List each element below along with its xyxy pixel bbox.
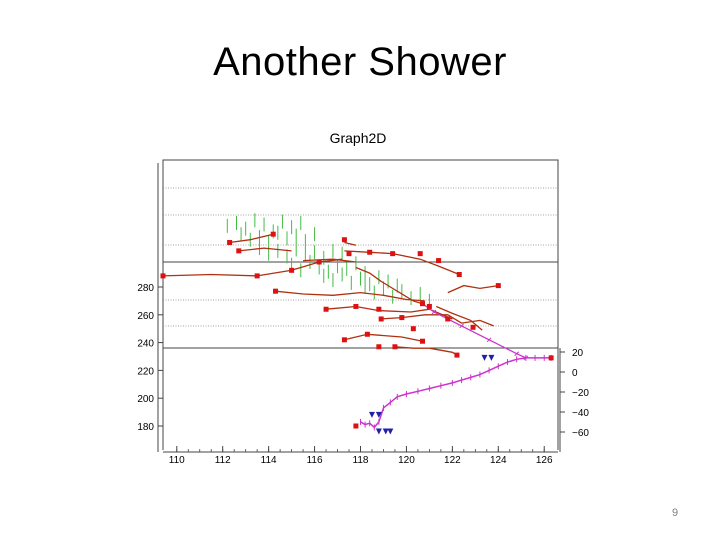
y-tick-label: 180 <box>137 422 154 433</box>
x-tick-label: 114 <box>261 455 277 466</box>
secondary-track <box>275 290 425 302</box>
primary-track <box>360 301 552 431</box>
hit-marker <box>227 240 233 246</box>
x-tick-label: 122 <box>444 455 461 466</box>
x-tick-label: 116 <box>307 455 323 466</box>
endpoint-hit-marker <box>548 355 554 361</box>
hit-marker <box>390 251 396 257</box>
hit-markers <box>160 231 554 435</box>
hit-marker <box>392 344 398 350</box>
hit-marker <box>341 237 347 243</box>
hit-marker <box>270 231 276 237</box>
hit-marker <box>160 273 166 279</box>
endpoint-hit-marker <box>353 423 359 429</box>
hit-marker <box>289 267 295 273</box>
secondary-track <box>378 314 494 327</box>
secondary-track <box>344 250 460 276</box>
hit-marker <box>420 338 426 344</box>
secondary-track <box>162 258 343 277</box>
chart-title: Graph2D <box>330 130 387 146</box>
hit-marker <box>236 248 242 254</box>
hit-marker <box>420 301 426 307</box>
y-tick-label: 280 <box>137 283 154 294</box>
endpoint-triangle <box>375 411 382 418</box>
primary-track-tick <box>486 337 492 343</box>
secondary-track <box>447 284 499 294</box>
hit-marker <box>378 316 384 322</box>
page-number: 9 <box>671 507 679 519</box>
secondary-track <box>229 233 274 244</box>
hit-marker <box>316 259 322 265</box>
secondary-tracks <box>162 233 499 356</box>
side-edges <box>162 348 559 450</box>
x-tick-label: 126 <box>536 455 553 466</box>
secondary-track <box>344 241 357 246</box>
hit-marker <box>364 331 370 337</box>
hit-marker <box>426 303 432 309</box>
hit-marker <box>445 316 451 322</box>
y-tick-label: 200 <box>137 394 154 405</box>
hit-marker <box>376 306 382 312</box>
hit-marker <box>399 315 405 321</box>
hit-marker <box>323 306 329 312</box>
endpoint-triangle <box>481 354 488 361</box>
right-tick-label: −60 <box>572 428 589 439</box>
secondary-track <box>355 266 423 305</box>
hit-marker <box>367 249 373 255</box>
x-tick-label: 110 <box>169 455 185 466</box>
secondary-track <box>394 346 458 356</box>
hit-marker <box>495 283 501 289</box>
primary-track-line <box>360 357 552 429</box>
hit-marker <box>376 344 382 350</box>
primary-track-tick <box>514 351 520 357</box>
right-tick-label: −40 <box>572 408 589 419</box>
hit-marker <box>346 251 352 257</box>
hit-marker <box>436 258 442 264</box>
hit-marker <box>353 303 359 309</box>
y-tick-label: 260 <box>137 311 154 322</box>
grid-lines <box>163 187 558 349</box>
x-tick-label: 120 <box>398 455 415 466</box>
hit-marker <box>456 271 462 277</box>
endpoint-triangle <box>382 428 389 435</box>
x-tick-label: 124 <box>490 455 507 466</box>
right-tick-label: 20 <box>572 348 584 359</box>
endpoint-triangle <box>368 411 375 418</box>
right-tick-label: −20 <box>572 388 589 399</box>
primary-track-tick <box>459 323 464 329</box>
hit-marker <box>254 273 260 279</box>
x-tick-label: 118 <box>353 455 369 466</box>
x-tick-label: 112 <box>215 455 231 466</box>
secondary-track <box>436 305 483 331</box>
secondary-track <box>238 247 292 252</box>
hit-marker <box>417 251 423 257</box>
hit-marker <box>273 288 279 294</box>
primary-track-tick <box>431 309 437 315</box>
y-tick-label: 220 <box>137 366 154 377</box>
endpoint-triangle <box>387 428 394 435</box>
hit-marker <box>341 337 347 343</box>
secondary-track <box>344 333 423 342</box>
y-tick-label: 240 <box>137 339 154 350</box>
slide-title: Another Shower <box>213 40 507 84</box>
secondary-track <box>303 258 356 263</box>
primary-track-upper <box>422 303 527 359</box>
hit-marker <box>470 324 476 330</box>
axes: 110 112 114 116 118 120 122 124 1261802002202402… <box>137 283 589 466</box>
endpoint-triangle <box>488 354 495 361</box>
right-tick-label: 0 <box>572 368 578 379</box>
hit-marker <box>454 352 460 358</box>
hit-marker <box>410 326 416 332</box>
endpoint-triangle <box>375 428 382 435</box>
primary-track-tick <box>523 355 529 361</box>
